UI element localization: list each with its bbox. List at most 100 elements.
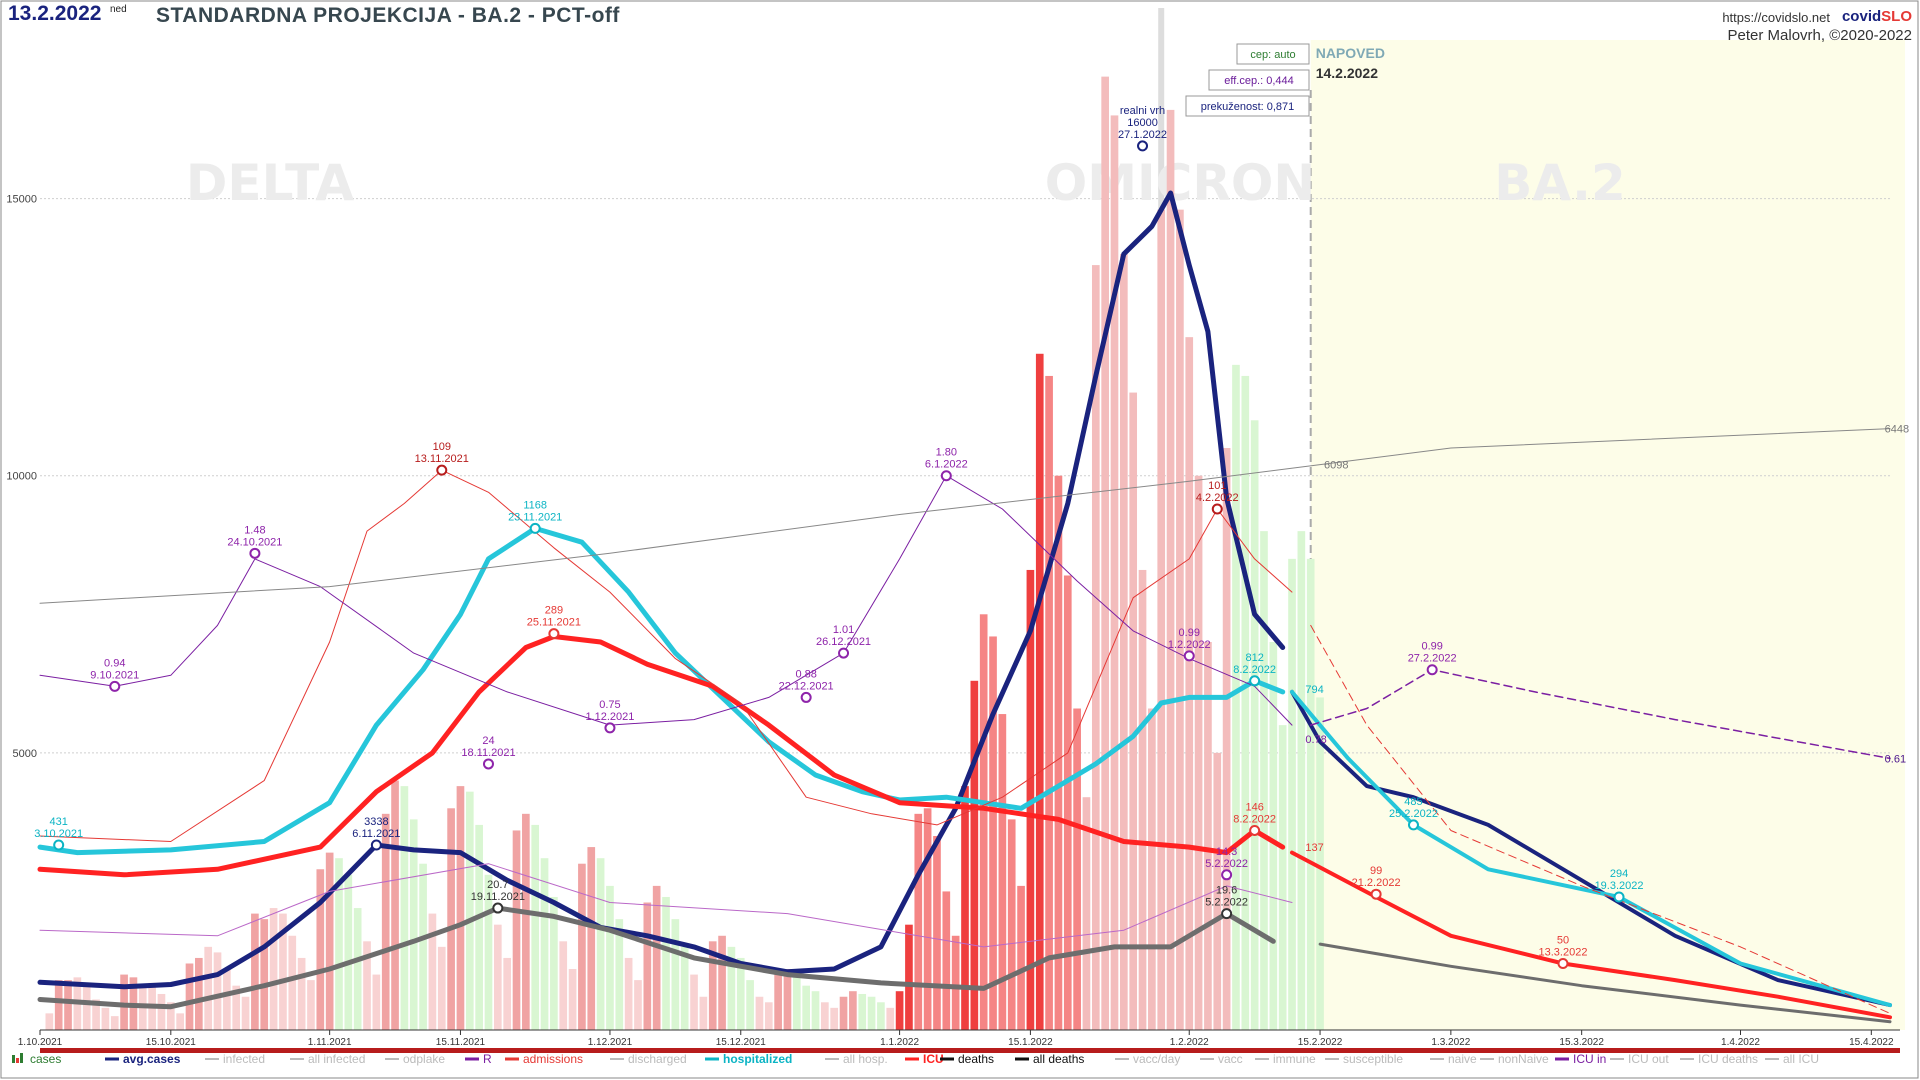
value-tag: 6448 [1885, 424, 1909, 436]
legend-item[interactable]: deaths [958, 1052, 994, 1066]
x-tick-label: 15.4.2022 [1849, 1037, 1894, 1048]
legend-item[interactable]: susceptible [1343, 1052, 1403, 1066]
case-bar [942, 891, 951, 1030]
legend-item[interactable]: R [483, 1052, 492, 1066]
peak-marker [529, 522, 541, 534]
series-line-deaths-forecast [1318, 942, 1892, 1024]
peak-marker [53, 839, 65, 851]
peak-marker [604, 722, 616, 734]
case-bar [1017, 885, 1025, 1030]
peak-marker [436, 464, 448, 476]
legend-item[interactable]: cases [30, 1052, 61, 1066]
brand-accent: SLO [1881, 8, 1912, 25]
peak-marker [1221, 869, 1233, 881]
peak-date: 1.2.2022 [1168, 639, 1211, 651]
case-bar [895, 991, 904, 1030]
peak-marker [1183, 650, 1195, 662]
peak-date: 27.2.2022 [1408, 653, 1457, 665]
legend-item[interactable]: ICU deaths [1698, 1052, 1758, 1066]
x-tick-label: 15.1.2022 [1008, 1037, 1053, 1048]
peak-date: 22.12.2021 [779, 680, 834, 692]
case-bar [736, 957, 745, 1030]
forecast-date: 14.2.2022 [1316, 65, 1378, 81]
case-bar [624, 957, 633, 1030]
case-bar [578, 863, 586, 1030]
case-bar [998, 714, 1007, 1030]
legend-item[interactable]: ICU [923, 1052, 944, 1066]
legend-item[interactable]: vacc/day [1133, 1052, 1180, 1066]
x-axis-strip [40, 1048, 1900, 1053]
legend-item[interactable]: avg.cases [123, 1052, 181, 1066]
value-tag: 6098 [1324, 460, 1348, 472]
case-bar [568, 969, 577, 1030]
peak-value: 0.88 [795, 668, 816, 680]
peak-date: 13.3.2022 [1539, 946, 1588, 958]
case-bar [531, 824, 540, 1030]
legend-swatch [16, 1058, 19, 1063]
case-bar [811, 991, 820, 1030]
legend-item[interactable]: odplake [403, 1052, 445, 1066]
legend-item[interactable]: nonNaive [1498, 1052, 1549, 1066]
legend-item[interactable]: all infected [308, 1052, 365, 1066]
peak-date: 21.2.2022 [1352, 877, 1401, 889]
peak-value: 50 [1557, 934, 1569, 946]
case-bar [886, 1007, 895, 1030]
case-bar [1278, 725, 1287, 1030]
case-bar [606, 885, 614, 1030]
case-bar [699, 996, 708, 1030]
legend-item[interactable]: vacc [1218, 1052, 1243, 1066]
case-bar [316, 869, 325, 1030]
legend-item[interactable]: admissions [523, 1052, 583, 1066]
legend-item[interactable]: hospitalized [723, 1052, 792, 1066]
series-lines [37, 190, 1892, 1024]
param-box [1185, 95, 1310, 117]
legend[interactable]: cases avg.cases infected all infected odplak… [12, 1052, 1819, 1066]
value-tag: 794 [1305, 684, 1323, 696]
peak-date: 6.11.2021 [352, 828, 400, 840]
x-tick-label: 15.12.2021 [716, 1037, 766, 1048]
legend-item[interactable]: immune [1273, 1052, 1316, 1066]
case-bar [1222, 448, 1231, 1030]
case-bar [1148, 708, 1156, 1030]
case-bar [858, 993, 867, 1030]
legend-item[interactable]: infected [223, 1052, 265, 1066]
case-bar [447, 808, 455, 1030]
legend-item[interactable]: ICU in [1573, 1052, 1606, 1066]
legend-item[interactable]: all hosp. [843, 1052, 888, 1066]
legend-item[interactable]: naive [1448, 1052, 1477, 1066]
case-bar [1213, 752, 1222, 1030]
peak-value: 19.6 [1216, 885, 1237, 897]
series-line-r [39, 475, 1293, 726]
case-bar [391, 780, 399, 1030]
param-text: cep: auto [1250, 49, 1295, 61]
x-tick-label: 1.11.2021 [308, 1037, 352, 1048]
case-bar [867, 996, 876, 1030]
legend-item[interactable]: ICU out [1628, 1052, 1669, 1066]
case-bar [1035, 353, 1044, 1030]
case-bar [1138, 569, 1147, 1030]
case-bar [1316, 697, 1324, 1030]
case-bar [372, 974, 381, 1030]
legend-item[interactable]: discharged [628, 1052, 687, 1066]
case-bar [204, 946, 213, 1030]
case-bar [1063, 575, 1072, 1030]
y-tick-label: 5000 [13, 748, 37, 760]
case-bar [512, 830, 521, 1030]
x-tick-label: 15.2.2022 [1298, 1037, 1343, 1048]
peak-value: 99 [1370, 865, 1382, 877]
case-bar [652, 885, 661, 1030]
series-line-r-forecast [1309, 668, 1891, 760]
site-url[interactable]: https://covidslo.net [1722, 10, 1830, 25]
peak-value: 812 [1245, 652, 1263, 664]
x-tick-label: 1.10.2021 [18, 1037, 63, 1048]
peak-date: 25.11.2021 [527, 617, 581, 629]
legend-item[interactable]: all ICU [1783, 1052, 1819, 1066]
peak-caption: realni vrh [1120, 105, 1165, 117]
era-label: DELTA [186, 154, 354, 212]
peak-marker [1249, 675, 1261, 687]
legend-item[interactable]: all deaths [1033, 1052, 1084, 1066]
peak-marker [109, 680, 121, 692]
peak-marker [482, 758, 494, 770]
x-tick-label: 15.11.2021 [436, 1037, 486, 1048]
